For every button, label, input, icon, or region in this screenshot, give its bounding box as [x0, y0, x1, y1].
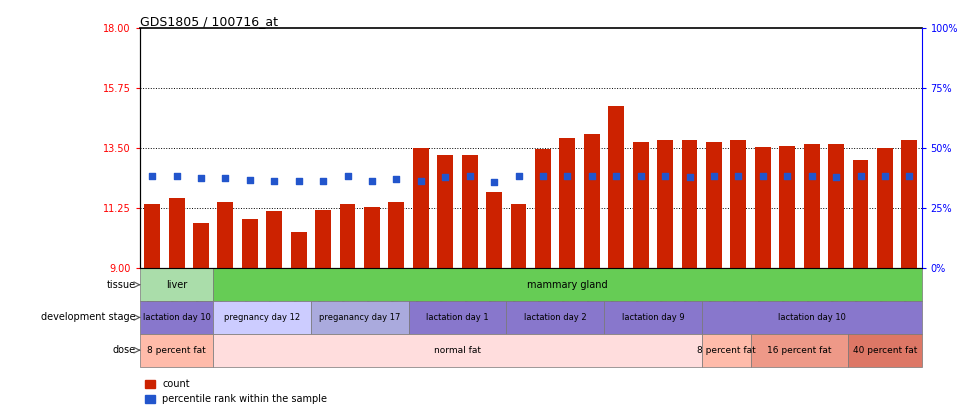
Bar	[804, 144, 819, 269]
Point	[804, 173, 819, 179]
Bar	[242, 219, 258, 269]
Point	[462, 173, 478, 179]
Point	[145, 173, 160, 179]
Point	[413, 178, 428, 184]
Point	[682, 174, 698, 180]
Bar	[340, 204, 355, 269]
Text: tissue: tissue	[107, 280, 136, 290]
Bar	[144, 205, 160, 269]
Bar	[731, 140, 746, 269]
Bar	[828, 144, 844, 269]
Point	[291, 178, 307, 184]
Text: normal fat: normal fat	[434, 345, 481, 355]
Bar	[510, 205, 527, 269]
Bar	[311, 301, 408, 334]
Bar	[169, 198, 184, 269]
Bar	[535, 149, 551, 269]
Text: lactation day 1: lactation day 1	[427, 313, 489, 322]
Bar	[217, 202, 234, 269]
Point	[266, 178, 282, 184]
Text: liver: liver	[166, 280, 187, 290]
Bar	[140, 269, 213, 301]
Bar	[633, 143, 648, 269]
Bar	[507, 301, 604, 334]
Bar	[706, 143, 722, 269]
Point	[364, 178, 379, 184]
Point	[340, 173, 355, 179]
Bar	[437, 155, 454, 269]
Point	[560, 173, 575, 179]
Text: mammary gland: mammary gland	[527, 280, 608, 290]
Bar	[877, 148, 893, 269]
Bar	[408, 301, 507, 334]
Bar	[290, 232, 307, 269]
Point	[657, 173, 673, 179]
Text: lactation day 9: lactation day 9	[621, 313, 684, 322]
Point	[633, 173, 648, 179]
Bar	[755, 147, 771, 269]
Legend: count, percentile rank within the sample: count, percentile rank within the sample	[145, 379, 327, 404]
Point	[755, 173, 770, 179]
Point	[218, 175, 234, 181]
Bar	[560, 138, 575, 269]
Point	[316, 178, 331, 184]
Bar	[316, 210, 331, 269]
Bar	[852, 160, 868, 269]
Text: lactation day 2: lactation day 2	[524, 313, 587, 322]
Point	[609, 173, 624, 179]
Bar	[193, 223, 209, 269]
Text: 40 percent fat: 40 percent fat	[853, 345, 917, 355]
Point	[901, 173, 917, 179]
Bar	[848, 334, 922, 367]
Text: dose: dose	[113, 345, 136, 355]
Bar	[140, 301, 213, 334]
Bar	[681, 140, 698, 269]
Bar	[486, 192, 502, 269]
Point	[389, 176, 404, 182]
Point	[584, 173, 599, 179]
Point	[486, 179, 502, 185]
Text: 8 percent fat: 8 percent fat	[697, 345, 756, 355]
Bar	[780, 146, 795, 269]
Point	[731, 173, 746, 179]
Bar	[266, 211, 282, 269]
Point	[853, 173, 869, 179]
Bar	[413, 148, 428, 269]
Bar	[901, 140, 918, 269]
Point	[169, 173, 184, 179]
Text: 16 percent fat: 16 percent fat	[767, 345, 832, 355]
Text: lactation day 10: lactation day 10	[143, 313, 210, 322]
Bar	[751, 334, 848, 367]
Point	[877, 173, 893, 179]
Bar	[389, 202, 404, 269]
Point	[828, 174, 843, 180]
Bar	[213, 301, 311, 334]
Text: pregnancy day 12: pregnancy day 12	[224, 313, 300, 322]
Bar	[364, 207, 380, 269]
Bar	[657, 140, 673, 269]
Bar	[584, 134, 600, 269]
Text: 8 percent fat: 8 percent fat	[148, 345, 206, 355]
Point	[242, 177, 258, 183]
Bar	[461, 155, 478, 269]
Point	[536, 173, 551, 179]
Bar	[604, 301, 702, 334]
Bar	[702, 334, 751, 367]
Bar	[213, 334, 702, 367]
Bar	[140, 334, 213, 367]
Text: preganancy day 17: preganancy day 17	[319, 313, 400, 322]
Text: GDS1805 / 100716_at: GDS1805 / 100716_at	[140, 15, 278, 28]
Point	[437, 174, 453, 180]
Point	[193, 175, 208, 181]
Bar	[608, 106, 624, 269]
Point	[706, 173, 722, 179]
Point	[780, 173, 795, 179]
Bar	[702, 301, 922, 334]
Text: development stage: development stage	[41, 312, 136, 322]
Text: lactation day 10: lactation day 10	[778, 313, 845, 322]
Point	[510, 173, 526, 179]
